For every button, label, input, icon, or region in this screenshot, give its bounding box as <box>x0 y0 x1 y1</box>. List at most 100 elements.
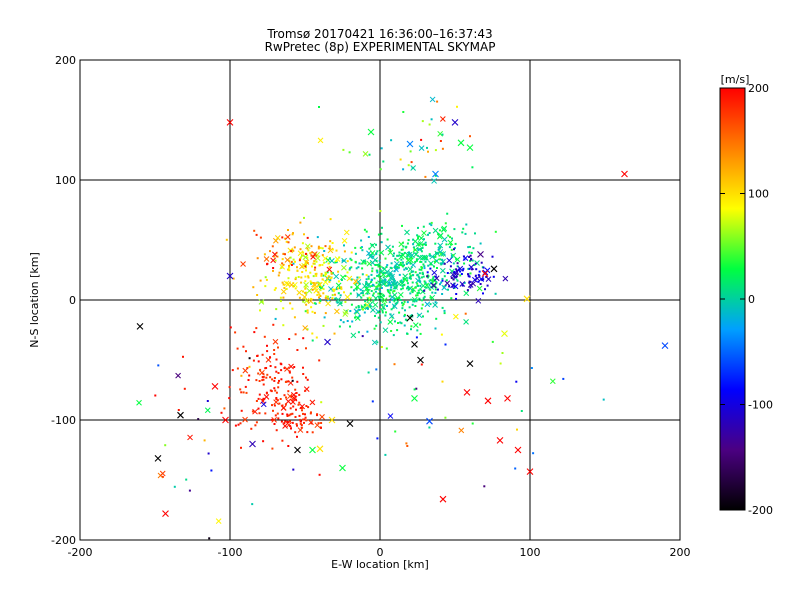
meteor-dot <box>434 288 437 291</box>
x-marker <box>439 495 447 503</box>
meteor-dot <box>275 370 278 373</box>
meteor-dot <box>369 305 372 308</box>
meteor-dot <box>419 284 422 287</box>
meteor-cross <box>204 407 211 414</box>
meteor-dot <box>360 305 363 308</box>
meteor-dot <box>371 283 374 286</box>
meteor-dot <box>406 279 409 282</box>
meteor-dot <box>343 244 345 247</box>
meteor-dot <box>414 271 417 274</box>
meteor-dot <box>432 276 435 279</box>
meteor-dot <box>304 286 307 289</box>
meteor-dot <box>470 251 473 254</box>
meteor-dot <box>283 287 286 289</box>
x-tick-label: 200 <box>670 546 691 559</box>
meteor-cross <box>549 378 556 385</box>
meteor-dot <box>389 250 392 253</box>
meteor-dot <box>299 420 302 423</box>
meteor-dot <box>257 397 260 400</box>
meteor-dot <box>434 327 437 330</box>
meteor-dot <box>271 378 274 381</box>
meteor-cross <box>302 254 309 261</box>
meteor-dot <box>309 252 312 255</box>
meteor-dot <box>266 350 269 353</box>
meteor-dot <box>280 369 283 372</box>
meteor-dot <box>392 334 395 337</box>
x-marker <box>426 417 433 425</box>
meteor-dot <box>354 316 356 319</box>
meteor-dot <box>302 373 305 375</box>
meteor-dot <box>463 255 465 258</box>
x-marker <box>523 295 531 303</box>
meteor-dot <box>306 431 309 434</box>
meteor-dot <box>240 374 243 377</box>
meteor-dot <box>454 242 457 245</box>
meteor-dot <box>456 273 459 276</box>
meteor-dot <box>461 284 464 287</box>
meteor-dot <box>340 287 343 290</box>
meteor-dot <box>353 282 356 285</box>
meteor-dot <box>338 325 341 328</box>
meteor-dot <box>275 429 278 432</box>
meteor-dot <box>464 312 467 315</box>
x-marker <box>136 323 144 330</box>
meteor-dot <box>408 306 411 309</box>
meteor-dot <box>284 253 286 256</box>
meteor-cross <box>420 282 427 289</box>
meteor-dot <box>237 423 240 426</box>
meteor-dot <box>395 297 398 300</box>
meteor-dot <box>378 263 381 266</box>
meteor-dot <box>379 290 382 293</box>
meteor-dot <box>358 262 361 265</box>
meteor-dot <box>392 290 395 293</box>
meteor-dot <box>275 397 278 399</box>
meteor-dot <box>417 275 420 278</box>
meteor-dot <box>273 349 276 351</box>
meteor-dot <box>418 279 421 282</box>
meteor-dot <box>464 232 467 235</box>
meteor-cross <box>284 257 291 263</box>
meteor-dot <box>471 422 474 425</box>
meteor-dot <box>381 311 384 314</box>
meteor-dot <box>256 294 259 296</box>
meteor-dot <box>262 372 265 375</box>
meteor-cross <box>175 372 181 379</box>
meteor-dot <box>287 277 290 280</box>
meteor-dot <box>423 238 425 241</box>
meteor-dot <box>514 467 517 470</box>
meteor-cross <box>402 273 409 280</box>
meteor-dot <box>287 421 290 424</box>
meteor-dot <box>331 242 334 244</box>
meteor-dot <box>297 403 300 406</box>
meteor-dot <box>421 120 424 123</box>
meteor-dot <box>520 410 523 412</box>
meteor-dot <box>306 300 309 303</box>
meteor-dot <box>327 297 330 300</box>
meteor-dot <box>274 317 277 320</box>
meteor-dot <box>266 344 268 347</box>
meteor-dot <box>299 248 302 251</box>
meteor-dot <box>313 302 316 305</box>
meteor-dot <box>305 269 307 272</box>
meteor-dot <box>404 318 407 321</box>
meteor-dot <box>281 258 284 261</box>
meteor-dot <box>439 283 441 286</box>
meteor-cross <box>303 282 309 288</box>
meteor-dot <box>441 133 444 136</box>
meteor-dot <box>365 287 368 290</box>
meteor-dot <box>515 380 518 383</box>
meteor-dot <box>420 299 423 302</box>
meteor-dot <box>422 263 425 266</box>
meteor-dot <box>411 281 414 284</box>
meteor-dot <box>406 301 409 304</box>
meteor-dot <box>335 249 338 252</box>
meteor-dot <box>436 288 439 291</box>
meteor-dot <box>273 255 276 258</box>
x-marker <box>490 265 498 273</box>
meteor-cross <box>296 289 303 296</box>
meteor-dot <box>396 259 399 262</box>
meteor-dot <box>426 275 429 278</box>
x-marker <box>316 445 324 453</box>
meteor-dot <box>384 279 387 281</box>
meteor-dot <box>402 265 404 268</box>
